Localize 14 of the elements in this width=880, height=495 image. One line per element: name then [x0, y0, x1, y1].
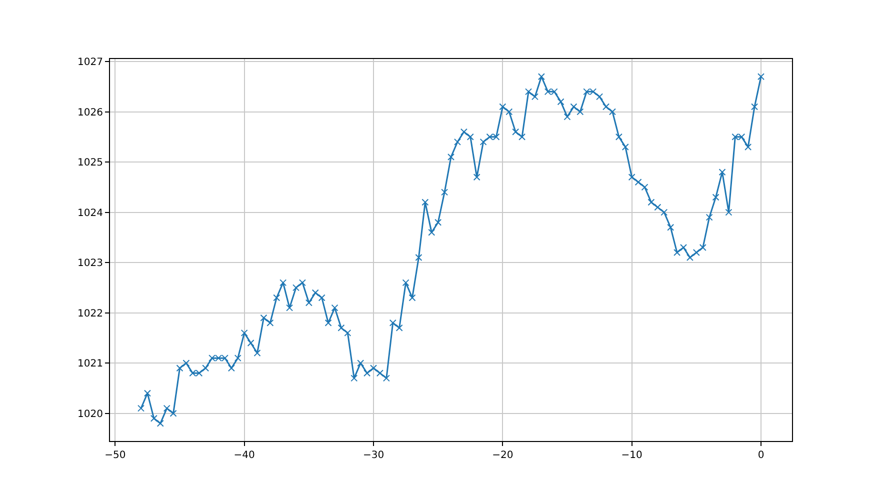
x-tick-label: −50 — [104, 450, 126, 461]
y-tick-label: 1021 — [78, 358, 103, 370]
x-tick-label: −20 — [492, 450, 514, 461]
y-tick-label: 1023 — [78, 258, 103, 270]
y-tick-label: 1020 — [78, 408, 103, 420]
x-tick-label: −30 — [362, 450, 384, 461]
y-tick-label: 1026 — [78, 107, 103, 118]
x-tick-label: −40 — [234, 450, 255, 461]
y-tick-label: 1027 — [78, 57, 103, 68]
y-tick-label: 1025 — [78, 158, 103, 169]
y-tick-label: 1022 — [78, 308, 103, 320]
x-tick-label: −10 — [621, 450, 642, 461]
y-tick-label: 1024 — [78, 208, 103, 219]
x-tick-label: 0 — [758, 450, 764, 461]
